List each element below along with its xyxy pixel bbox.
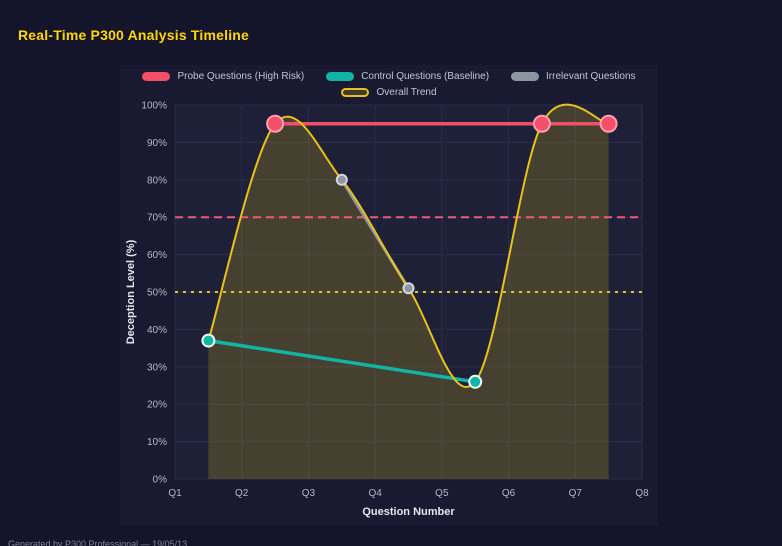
x-tick-label: Q5 — [435, 488, 449, 499]
data-point[interactable] — [402, 282, 415, 295]
x-tick-label: Q7 — [569, 488, 583, 499]
y-tick-label: 10% — [147, 437, 167, 448]
y-tick-label: 0% — [153, 475, 168, 486]
legend-row-1: Probe Questions (High Risk) Control Quest… — [142, 69, 636, 84]
legend-swatch — [341, 88, 370, 97]
data-point[interactable] — [468, 374, 483, 389]
legend-item[interactable]: Irrelevant Questions — [511, 71, 636, 82]
legend-item[interactable]: Overall Trend — [341, 87, 437, 98]
data-point[interactable] — [532, 114, 551, 133]
data-point[interactable] — [599, 114, 618, 133]
y-tick-label: 80% — [147, 175, 167, 186]
timeline-chart: Q1 Q2 Q3 Q4 Q5 Q6 Q7 Q8 0% 10% 20% 30% 40% 50% 60% 70% 8… — [125, 101, 649, 519]
legend-swatch — [511, 72, 540, 81]
y-tick-label: 20% — [147, 400, 167, 411]
x-tick-label: Q3 — [302, 488, 316, 499]
legend-item[interactable]: Control Questions (Baseline) — [326, 71, 489, 82]
y-tick-label: 30% — [147, 362, 167, 373]
legend-label: Control Questions (Baseline) — [361, 71, 490, 82]
y-axis-title: Deception Level (%) — [125, 239, 137, 344]
chart-panel: Probe Questions (High Risk) Control Quest… — [120, 65, 658, 526]
series-line-1 — [206, 338, 477, 384]
x-tick-label: Q1 — [168, 488, 182, 499]
legend-label: Irrelevant Questions — [546, 71, 636, 82]
x-tick-label: Q8 — [635, 488, 649, 499]
legend-swatch — [326, 72, 355, 81]
y-tick-label: 50% — [147, 288, 167, 299]
footer-note: Generated by P300 Professional — 19/05/1… — [8, 539, 188, 546]
x-axis-title: Question Number — [362, 506, 455, 518]
y-tick-label: 70% — [147, 213, 167, 224]
y-tick-label: 100% — [141, 101, 167, 112]
data-point[interactable] — [266, 114, 285, 133]
legend-label: Overall Trend — [376, 87, 437, 98]
legend-swatch — [142, 72, 171, 81]
legend-label: Probe Questions (High Risk) — [177, 71, 305, 82]
chart-legend: Probe Questions (High Risk) Control Quest… — [120, 69, 658, 100]
x-tick-label: Q6 — [502, 488, 516, 499]
data-point[interactable] — [335, 173, 348, 186]
legend-row-2: Overall Trend — [341, 85, 437, 100]
data-point[interactable] — [201, 333, 216, 348]
page-title: Real-Time P300 Analysis Timeline — [18, 27, 250, 43]
y-tick-label: 60% — [147, 250, 167, 261]
x-tick-label: Q2 — [235, 488, 249, 499]
legend-item[interactable]: Probe Questions (High Risk) — [142, 71, 304, 82]
y-tick-label: 40% — [147, 325, 167, 336]
y-tick-label: 90% — [147, 138, 167, 149]
x-tick-label: Q4 — [368, 488, 382, 499]
